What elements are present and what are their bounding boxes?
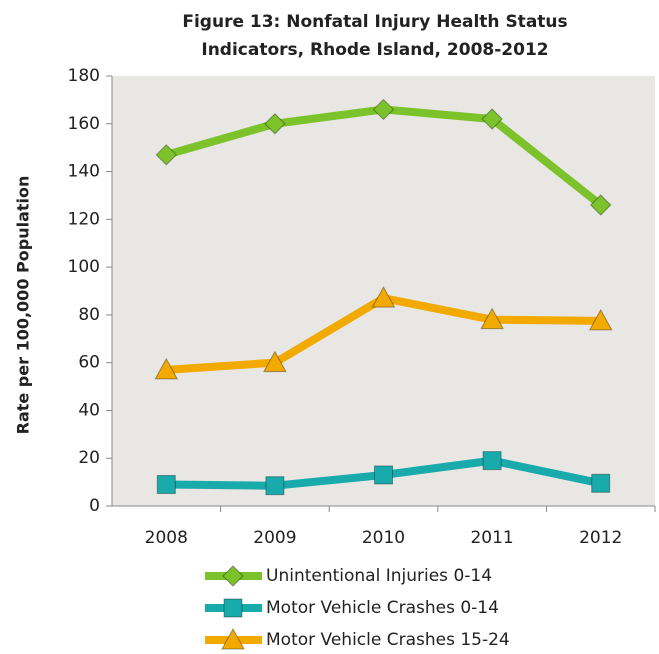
x-tick-label: 2010 <box>362 528 405 548</box>
marker <box>589 194 612 216</box>
marker <box>264 113 286 135</box>
y-tick-label: 60 <box>78 353 100 373</box>
marker <box>480 307 504 330</box>
x-tick-label: 2008 <box>145 528 188 548</box>
marker <box>263 350 287 373</box>
y-tick-label: 20 <box>78 448 100 468</box>
y-tick-label: 80 <box>78 305 100 325</box>
chart-title: Indicators, Rhode Island, 2008-2012 <box>201 40 548 60</box>
y-axis-label: Rate per 100,000 Population <box>14 176 33 435</box>
x-tick-label: 2012 <box>579 528 622 548</box>
marker <box>482 451 502 471</box>
marker <box>154 357 179 380</box>
marker <box>371 286 396 308</box>
marker <box>156 475 176 494</box>
marker <box>591 473 611 493</box>
y-tick-label: 140 <box>68 162 100 182</box>
y-tick-label: 0 <box>89 496 100 516</box>
marker <box>222 565 244 587</box>
y-tick-label: 100 <box>68 257 100 277</box>
legend-label: Motor Vehicle Crashes 15-24 <box>266 630 510 650</box>
legend-label: Unintentional Injuries 0-14 <box>266 566 492 586</box>
y-tick-label: 160 <box>68 114 100 134</box>
y-tick-label: 40 <box>78 400 100 420</box>
x-tick-label: 2009 <box>253 528 296 548</box>
x-tick-label: 2011 <box>470 528 513 548</box>
legend-label: Motor Vehicle Crashes 0-14 <box>266 598 499 618</box>
marker <box>588 308 613 331</box>
marker <box>265 476 285 496</box>
marker <box>481 108 503 130</box>
marker <box>372 98 395 121</box>
marker <box>155 144 178 166</box>
marker <box>221 627 245 650</box>
marker <box>223 598 243 618</box>
y-tick-label: 120 <box>68 209 100 229</box>
chart-title: Figure 13: Nonfatal Injury Health Status <box>182 12 567 32</box>
marker <box>374 465 393 485</box>
y-tick-label: 180 <box>68 66 100 86</box>
